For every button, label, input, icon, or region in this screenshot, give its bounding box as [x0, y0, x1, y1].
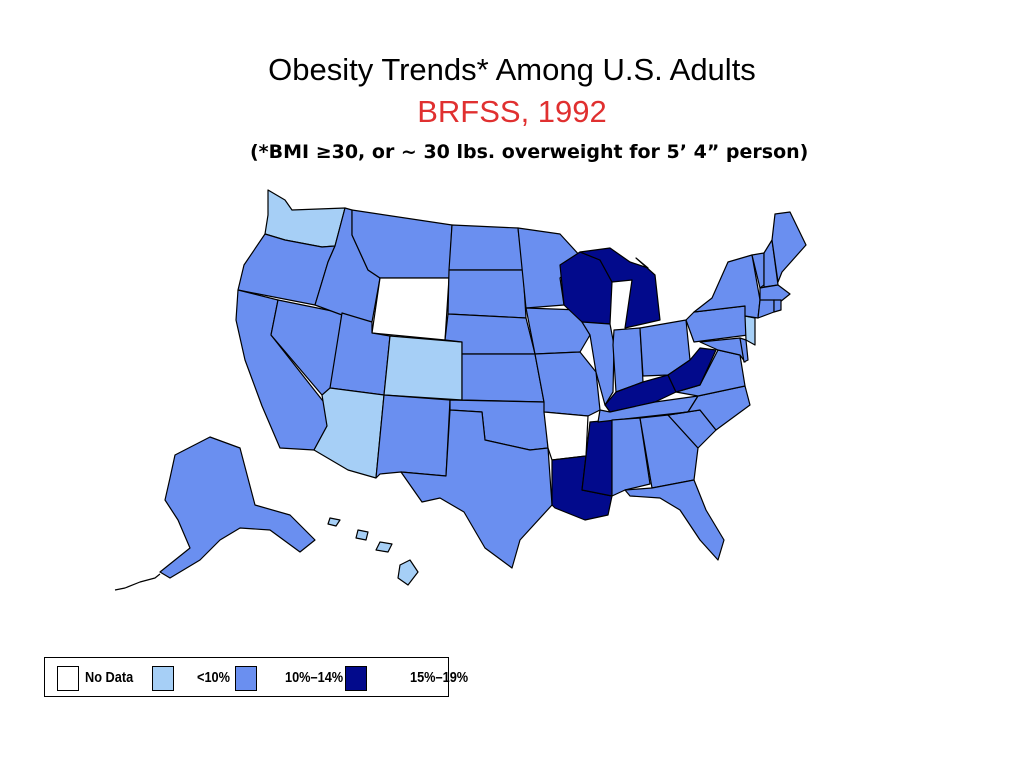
state-massachusetts: [759, 284, 791, 303]
state-alaska: [159, 436, 316, 579]
state-indiana: [612, 327, 644, 393]
legend-swatch-10-14: [235, 666, 257, 691]
state-arkansas: [543, 411, 589, 461]
legend-swatch-no-data: [57, 666, 79, 691]
state-alabama: [611, 417, 651, 497]
state-michigan: [579, 247, 661, 329]
state-hawaii: [397, 559, 419, 586]
legend-label-lt10: <10%: [197, 669, 230, 686]
legend-label-no-data: No Data: [85, 669, 134, 686]
state-connecticut: [757, 299, 775, 319]
state-delaware: [739, 337, 749, 363]
state-south-dakota: [447, 269, 527, 319]
map-subtitle: BRFSS, 1992: [417, 94, 607, 129]
state-maine: [771, 211, 807, 283]
state-new-york: [693, 254, 761, 319]
legend-swatch-15-19: [345, 666, 367, 691]
legend-label-10-14: 10%–14%: [285, 669, 344, 686]
state-new-jersey: [744, 315, 756, 346]
state-north-dakota: [448, 224, 524, 271]
state-florida: [624, 479, 725, 561]
state-missouri: [534, 351, 601, 417]
state-west-virginia: [667, 347, 717, 393]
state-maryland: [699, 337, 746, 363]
state-illinois: [581, 321, 615, 406]
legend-swatch-lt10: [152, 666, 174, 691]
map-legend: No Data <10% 10%–14% 15%–19%: [44, 657, 468, 697]
state-colorado: [383, 335, 463, 401]
state-kansas: [461, 353, 545, 403]
state-montana: [351, 209, 453, 279]
state-georgia: [639, 414, 699, 489]
map-title: Obesity Trends* Among U.S. Adults: [268, 52, 756, 87]
state-wyoming: [371, 277, 450, 341]
bmi-footnote: (*BMI ≥30, or ~ 30 lbs. overweight for 5…: [250, 141, 809, 163]
legend-label-15-19: 15%–19%: [410, 669, 469, 686]
state-arizona: [313, 387, 385, 479]
aleutian-islands: [114, 573, 161, 591]
state-rhode-island: [773, 299, 782, 313]
state-texas: [400, 409, 553, 569]
state-hawaii-oahu: [355, 529, 369, 541]
state-hawaii-kauai: [327, 517, 341, 527]
state-new-mexico: [375, 394, 451, 479]
state-hawaii-maui: [375, 541, 393, 553]
